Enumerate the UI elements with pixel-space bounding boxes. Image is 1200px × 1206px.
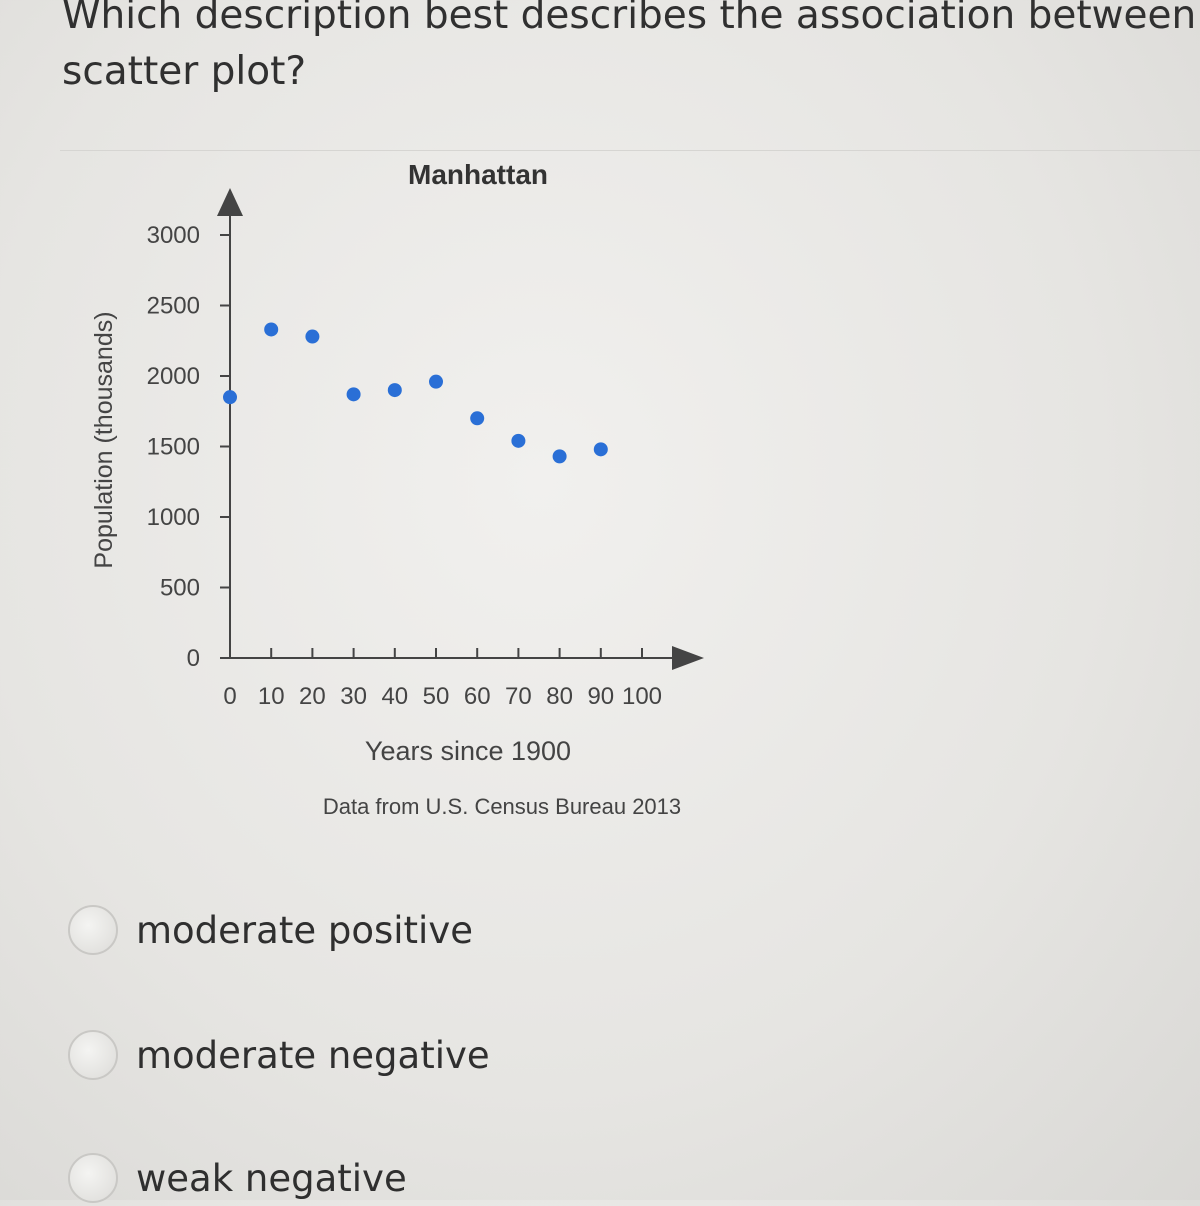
chart-title: Manhattan	[408, 159, 548, 190]
data-point	[264, 322, 279, 337]
x-tick-label: 100	[622, 683, 662, 710]
data-point	[346, 387, 361, 402]
y-tick-label: 1500	[147, 434, 200, 461]
x-axis-label: Years since 1900	[365, 736, 571, 766]
y-tick-label: 2000	[147, 363, 200, 390]
x-tick-label: 90	[587, 683, 614, 710]
answer-option-moderate-negative[interactable]: moderate negative	[68, 1027, 490, 1083]
data-point	[470, 411, 485, 426]
question-divider	[60, 150, 1200, 151]
x-tick-label: 20	[299, 683, 326, 710]
radio-button[interactable]	[68, 1030, 118, 1080]
y-tick-label: 2500	[147, 293, 200, 320]
y-tick-label: 3000	[147, 222, 200, 249]
question-text: Which description best describes the ass…	[62, 0, 1200, 100]
scatter-plot: Manhattan 0 500 1000 1500 2000 2500 3000 0 10 20 30…	[90, 159, 704, 819]
data-point	[552, 449, 567, 464]
x-tick-label: 40	[381, 683, 408, 710]
data-source-note: Data from U.S. Census Bureau 2013	[323, 794, 681, 819]
answer-option-moderate-positive[interactable]: moderate positive	[68, 902, 473, 958]
x-tick-label: 30	[340, 683, 367, 710]
data-point	[387, 383, 402, 398]
x-tick-label: 50	[423, 683, 450, 710]
data-point	[305, 329, 320, 344]
x-axis-arrow	[672, 646, 704, 670]
y-tick-label: 500	[160, 575, 200, 602]
data-point	[511, 433, 526, 448]
question-line-2: scatter plot?	[62, 49, 307, 94]
answer-option-label: moderate positive	[136, 908, 473, 952]
answer-option-weak-negative[interactable]: weak negative	[68, 1150, 407, 1206]
y-axis-arrow	[217, 188, 243, 216]
question-line-1: Which description best describes the ass…	[62, 0, 1200, 38]
x-tick-label: 0	[223, 683, 236, 710]
x-tick-label: 10	[258, 683, 285, 710]
y-tick-label: 0	[187, 645, 200, 672]
data-point	[593, 442, 608, 457]
radio-button[interactable]	[68, 1153, 118, 1203]
data-point	[223, 390, 237, 405]
x-tick-label: 80	[546, 683, 573, 710]
y-axis-label: Population (thousands)	[90, 311, 118, 568]
answer-option-label: weak negative	[136, 1156, 407, 1200]
x-tick-label: 60	[464, 683, 491, 710]
radio-button[interactable]	[68, 905, 118, 955]
y-tick-label: 1000	[147, 504, 200, 531]
data-point	[429, 374, 443, 389]
x-tick-label: 70	[505, 683, 532, 710]
answer-option-label: moderate negative	[136, 1033, 490, 1077]
